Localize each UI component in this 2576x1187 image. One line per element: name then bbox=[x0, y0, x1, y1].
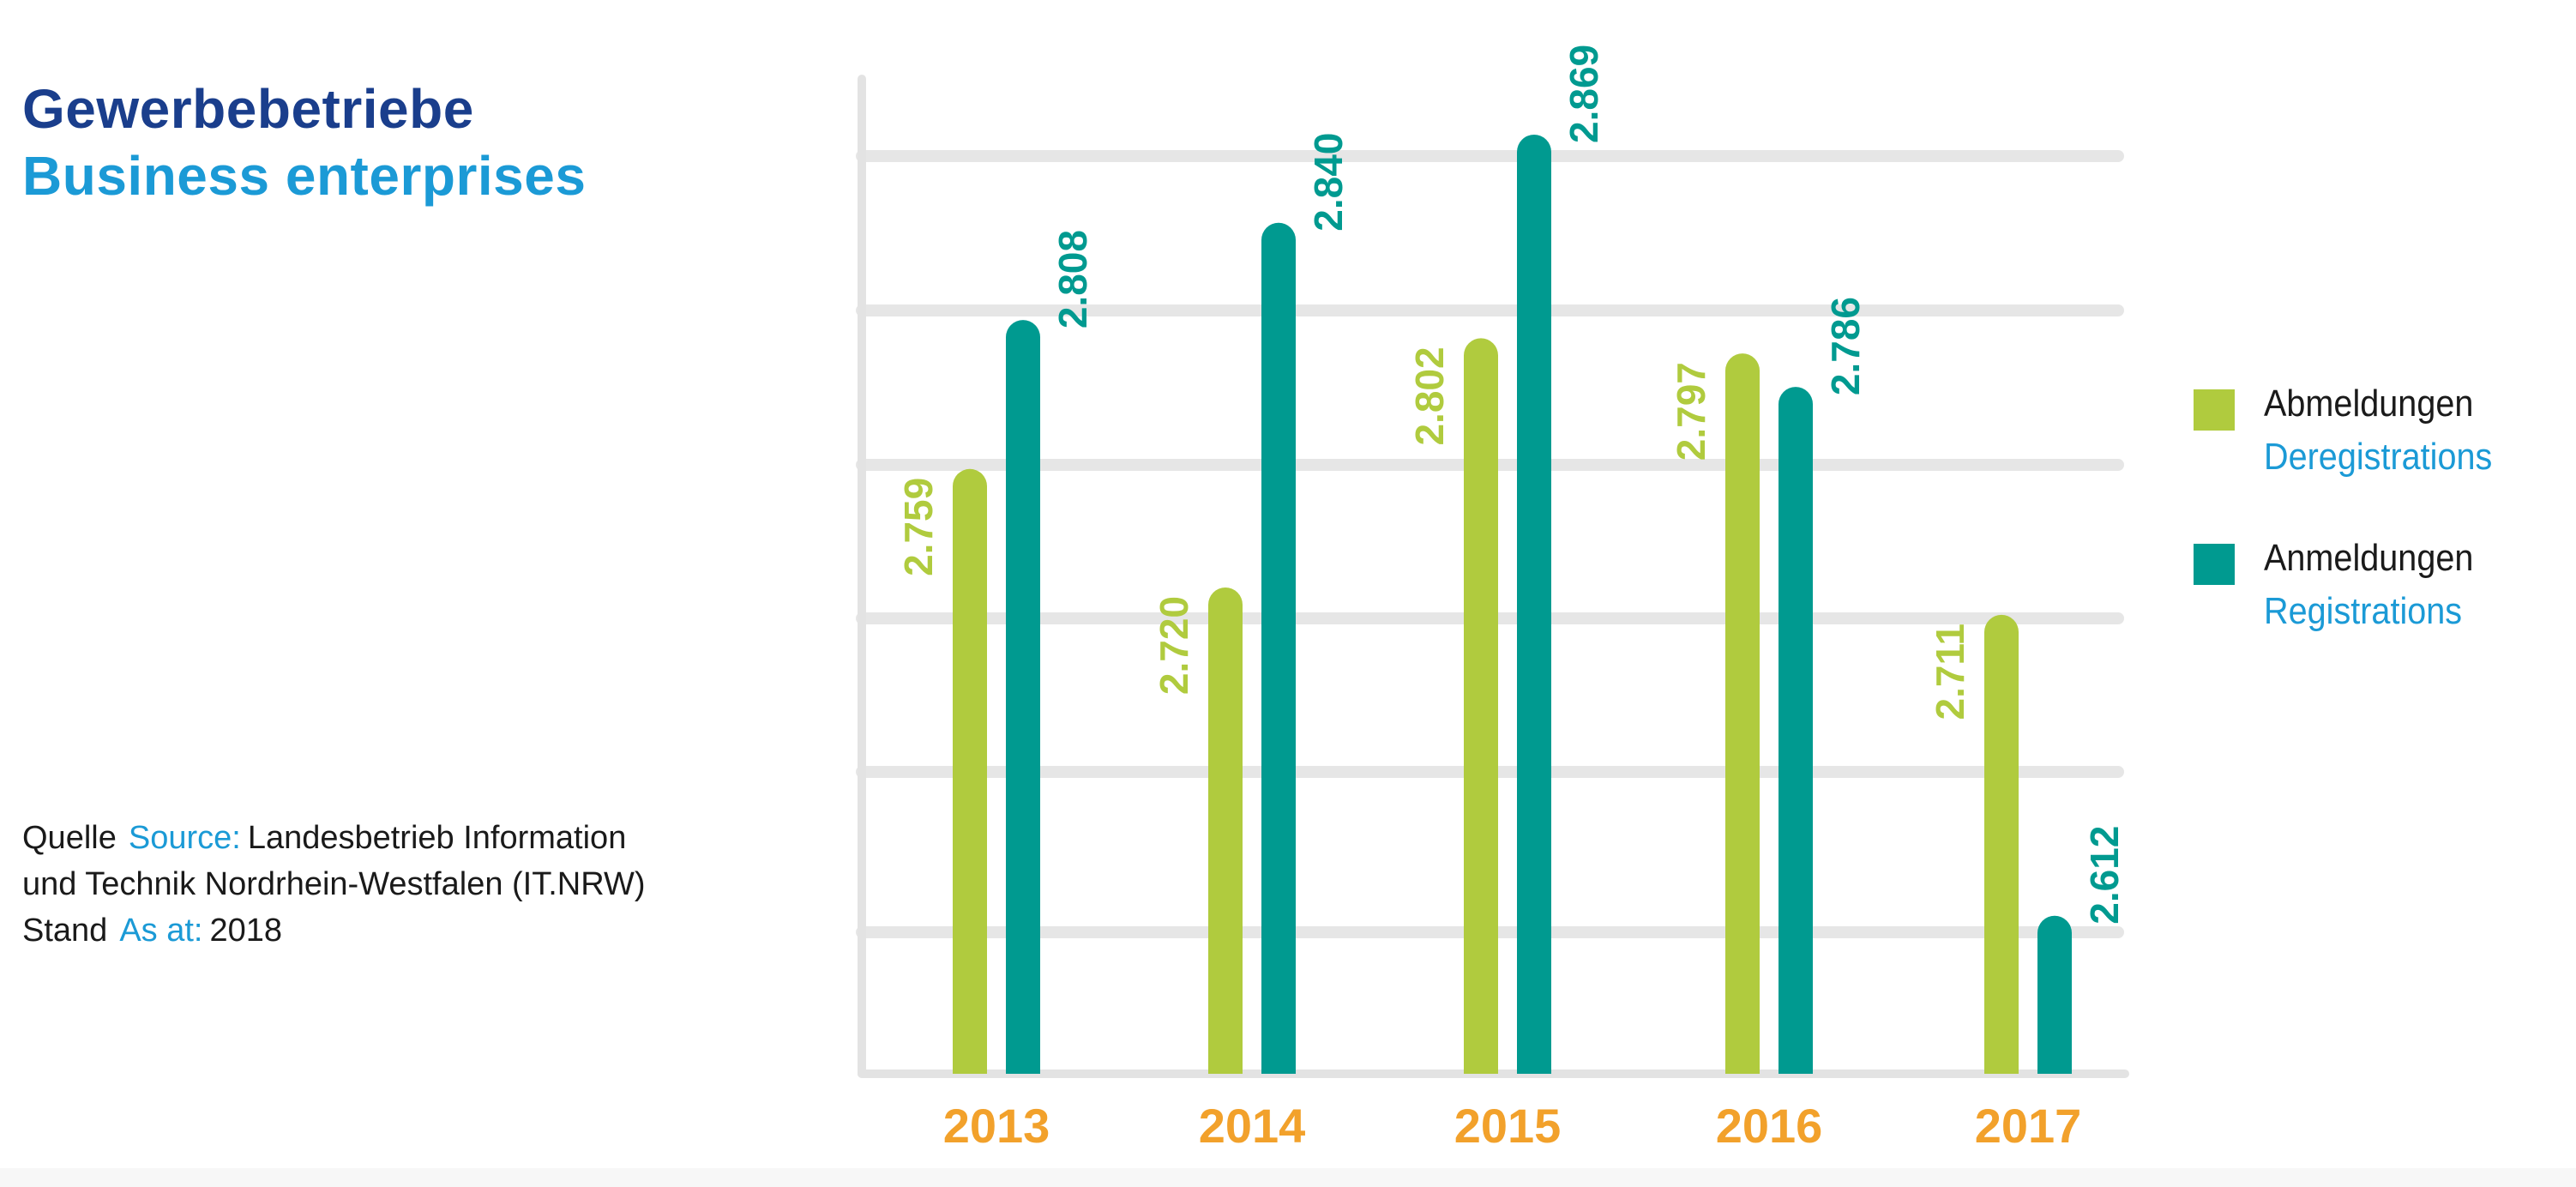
registrations-value-label-2013: 2.808 bbox=[1050, 230, 1095, 328]
source-label-de: Quelle bbox=[22, 820, 117, 856]
deregistrations-bar-2013 bbox=[953, 468, 987, 1074]
legend-swatch-deregistrations bbox=[2194, 389, 2235, 431]
deregistrations-value-label-2017: 2.711 bbox=[1928, 624, 1972, 720]
registrations-bar-2017 bbox=[2037, 915, 2072, 1074]
registrations-value-label-2017: 2.612 bbox=[2082, 826, 2127, 925]
x-tick-label-2015: 2015 bbox=[1454, 1099, 1562, 1153]
legend-label-de: Anmeldungen bbox=[2264, 537, 2474, 579]
x-tick-label-2014: 2014 bbox=[1199, 1099, 1306, 1153]
as-at-label-en: As at: bbox=[119, 913, 203, 949]
deregistrations-bar-base-2013 bbox=[953, 1053, 987, 1074]
deregistrations-value-label-2015: 2.802 bbox=[1407, 346, 1452, 445]
registrations-bar-base-2015 bbox=[1517, 1053, 1551, 1074]
registrations-bar-base-2017 bbox=[2037, 1053, 2072, 1074]
source-note: Quelle Source: Landesbetrieb Information u… bbox=[22, 815, 646, 954]
registrations-bar-base-2014 bbox=[1261, 1053, 1296, 1074]
source-text-2: und Technik Nordrhein-Westfalen (IT.NRW) bbox=[22, 866, 646, 902]
deregistrations-value-label-2013: 2.759 bbox=[896, 478, 941, 576]
registrations-bar-2015 bbox=[1517, 134, 1551, 1075]
deregistrations-bar-2014 bbox=[1208, 587, 1243, 1074]
source-text-1: Landesbetrieb Information bbox=[247, 820, 627, 856]
registrations-value-label-2015: 2.869 bbox=[1562, 45, 1606, 143]
as-at-label-de: Stand bbox=[22, 913, 108, 949]
registrations-bar-2016 bbox=[1779, 387, 1813, 1074]
footer-band bbox=[0, 1168, 2576, 1187]
title-german: Gewerbebetriebe bbox=[22, 78, 474, 140]
x-tick-label-2016: 2016 bbox=[1716, 1099, 1823, 1153]
as-at-value: 2018 bbox=[209, 913, 283, 949]
source-line-3: Stand As at: 2018 bbox=[22, 907, 646, 954]
deregistrations-bar-base-2017 bbox=[1984, 1053, 2019, 1074]
x-tick-label-2013: 2013 bbox=[943, 1099, 1050, 1153]
title-block: Gewerbebetriebe Business enterprises bbox=[22, 75, 586, 209]
source-line-1: Quelle Source: Landesbetrieb Information bbox=[22, 815, 646, 861]
legend-label-en: Registrations bbox=[2264, 590, 2463, 632]
legend-swatch-registrations bbox=[2194, 544, 2235, 585]
deregistrations-bar-2016 bbox=[1725, 353, 1760, 1075]
deregistrations-bar-base-2015 bbox=[1464, 1053, 1498, 1074]
registrations-bar-base-2013 bbox=[1006, 1053, 1040, 1074]
x-tick-label-2017: 2017 bbox=[1975, 1099, 2082, 1153]
deregistrations-value-label-2014: 2.720 bbox=[1152, 596, 1196, 695]
title-english: Business enterprises bbox=[22, 145, 587, 207]
legend-label-en: Deregistrations bbox=[2264, 436, 2493, 478]
registrations-bar-base-2016 bbox=[1779, 1053, 1813, 1074]
registrations-value-label-2014: 2.840 bbox=[1306, 133, 1351, 232]
deregistrations-bar-base-2014 bbox=[1208, 1053, 1243, 1074]
deregistrations-value-label-2016: 2.797 bbox=[1669, 362, 1713, 461]
deregistrations-bar-2017 bbox=[1984, 614, 2019, 1074]
source-label-en: Source: bbox=[128, 820, 241, 856]
deregistrations-bar-2015 bbox=[1464, 338, 1498, 1075]
registrations-bar-2013 bbox=[1006, 320, 1040, 1074]
source-line-2: und Technik Nordrhein-Westfalen (IT.NRW) bbox=[22, 861, 646, 907]
registrations-bar-2014 bbox=[1261, 222, 1296, 1074]
legend-label-de: Abmeldungen bbox=[2264, 383, 2474, 425]
deregistrations-bar-base-2016 bbox=[1725, 1053, 1760, 1074]
registrations-value-label-2016: 2.786 bbox=[1823, 297, 1868, 395]
